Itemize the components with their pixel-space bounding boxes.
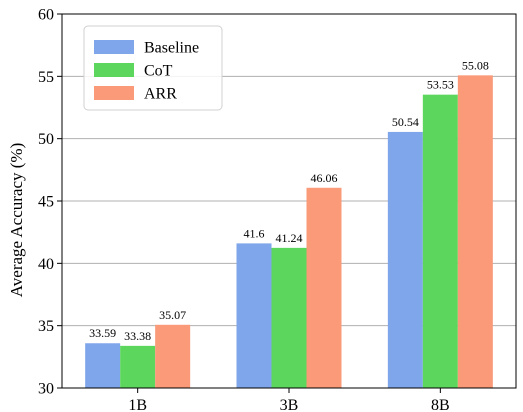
bar-arr-8b [457,75,493,388]
axes: 30 35 40 45 50 55 60 1B 3B 8B [38,7,517,412]
x-tick-label: 1B [128,397,147,412]
bar-arr-3b [306,187,342,388]
bar-cot-1b [120,345,156,388]
bar-cot-3b [271,247,307,388]
x-tick-label: 3B [280,397,299,412]
y-tick-label: 40 [38,256,54,273]
data-label: 53.53 [427,78,454,92]
legend-label-cot: CoT [144,63,173,80]
bar-cot-8b [422,94,458,388]
legend-swatch-baseline [94,40,134,54]
y-tick-label: 50 [38,131,54,148]
data-label: 46.06 [311,171,338,185]
legend-swatch-arr [94,86,134,100]
y-tick-label: 35 [38,318,54,335]
data-label: 55.08 [462,58,489,72]
bars [85,75,493,388]
bar-baseline-3b [236,243,272,388]
legend-label-baseline: Baseline [144,40,199,57]
data-label: 33.59 [89,326,116,340]
legend-label-arr: ARR [144,86,177,103]
y-tick-label: 60 [38,7,54,24]
bar-baseline-1b [85,343,121,388]
y-axis-title: Average Accuracy (%) [7,143,26,297]
data-label: 35.07 [159,308,186,322]
data-label: 41.6 [244,226,265,240]
x-tick-label: 8B [431,397,450,412]
bar-arr-1b [155,324,191,388]
data-label: 41.24 [276,231,303,245]
y-tick-label: 45 [38,194,54,211]
data-label: 50.54 [392,115,419,129]
data-label: 33.38 [124,329,151,343]
bar-baseline-8b [387,131,423,388]
plot-frame [61,13,517,389]
legend-swatch-cot [94,63,134,77]
legend: Baseline CoT ARR [83,25,223,111]
y-tick-label: 30 [38,381,54,398]
data-labels: 33.59 33.38 35.07 41.6 41.24 46.06 50.54 53.53 5… [89,58,489,343]
y-tick-label: 55 [38,69,54,86]
